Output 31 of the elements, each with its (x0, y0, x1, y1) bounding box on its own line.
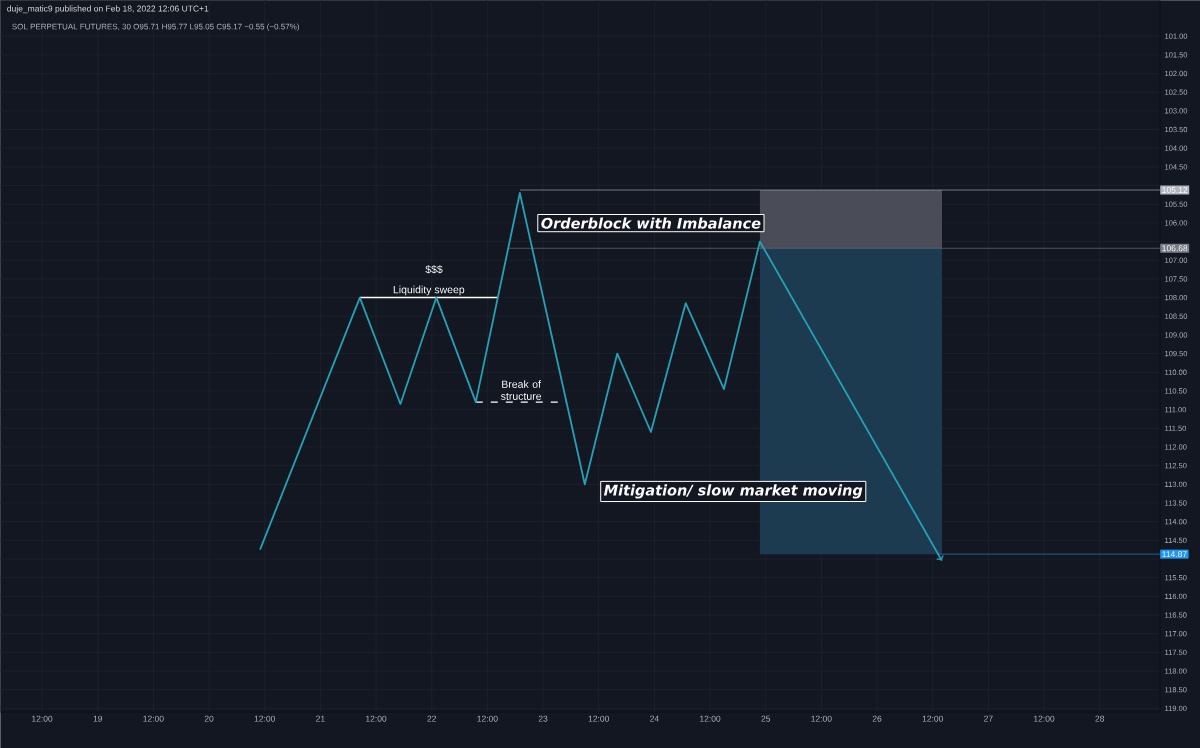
x-tick-label: 23 (538, 715, 548, 722)
x-tick-label: 20 (204, 715, 214, 722)
ref-line-label: 105.12 (1162, 186, 1188, 193)
x-tick-label: 27 (984, 715, 993, 722)
x-tick-label: 21 (316, 715, 325, 722)
x-tick-label: 25 (761, 715, 771, 722)
text: SOL PERPETUAL FUTURES, 30 O95.71 H95.77 L95.05 C95.17 −0.55 (−0.57%) (12, 23, 299, 31)
annotation: Orderblock with Imbalance (541, 217, 761, 229)
ref-line-label: Liquidity sweep (393, 285, 465, 296)
text: duje_matic9 published on Feb 18, 2022 12:06 UTC+1 (7, 5, 209, 14)
ref-line-label: Break of structure (501, 380, 542, 400)
x-tick-label: 12:00 (700, 715, 721, 722)
x-tick-label: 22 (427, 715, 437, 722)
x-tick-label: 12:00 (477, 715, 498, 722)
x-tick-label: 12:00 (366, 715, 387, 722)
annotation: $$$ (425, 265, 443, 274)
x-tick-label: 28 (1095, 715, 1105, 722)
ref-line-label: 114.87 (1162, 551, 1187, 558)
x-tick-label: 24 (650, 715, 659, 722)
x-tick-label: 12:00 (922, 715, 944, 722)
x-tick-label: 12:00 (254, 715, 276, 722)
line-series (259, 192, 944, 561)
x-tick-label: 26 (872, 715, 882, 722)
x-tick-label: 12:00 (1034, 715, 1055, 722)
annotation: Mitigation/ slow market moving (603, 484, 863, 499)
x-tick-label: 12:00 (32, 715, 53, 722)
ref-line-label: 106.68 (1162, 245, 1188, 252)
x-tick-label: 12:00 (143, 715, 164, 722)
x-tick-label: 12:00 (811, 715, 832, 722)
x-tick-label: 12:00 (588, 715, 610, 722)
x-tick-label: 19 (93, 715, 103, 722)
